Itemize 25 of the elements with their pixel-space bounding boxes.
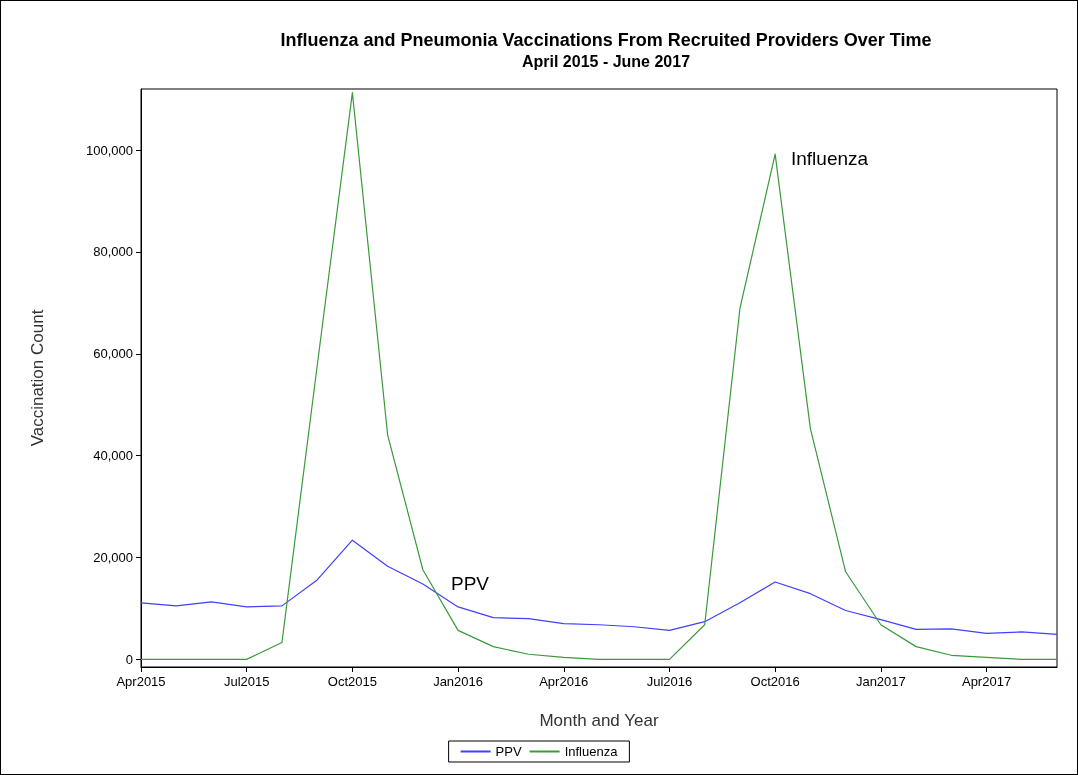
chart-subtitle: April 2015 - June 2017 <box>521 52 691 70</box>
legend-label: PPV <box>495 744 522 759</box>
x-tick-label: Jul2016 <box>646 674 693 689</box>
annotation: Influenza <box>791 147 869 169</box>
legend-label: Influenza <box>564 744 619 759</box>
x-tick-label: Apr2015 <box>116 674 166 689</box>
x-axis-title: Month and Year <box>539 711 659 730</box>
y-tick-label: 20,000 <box>93 550 133 566</box>
x-tick-label: Jul2015 <box>223 674 270 689</box>
annotation: PPV <box>451 572 490 594</box>
y-tick-label: 60,000 <box>93 346 133 362</box>
line-series <box>140 91 1058 660</box>
x-tick-label: Oct2015 <box>327 674 377 689</box>
x-tick-label: Jan2016 <box>433 674 484 689</box>
y-tick-label: 100,000 <box>86 142 133 158</box>
y-tick-label: 80,000 <box>93 244 133 260</box>
x-tick-label: Apr2017 <box>961 674 1012 689</box>
y-axis-title: Vaccination Count <box>28 309 47 447</box>
chart-title: Influenza and Pneumonia Vaccinations From Recruited Providers Over Time <box>280 30 932 50</box>
y-tick-label: 40,000 <box>93 448 133 464</box>
line-series <box>140 539 1058 636</box>
x-tick-label: Oct2016 <box>750 674 800 689</box>
y-tick-label: 0 <box>125 651 133 667</box>
x-tick-label: Apr2016 <box>539 674 589 689</box>
x-tick-label: Jan2017 <box>855 674 906 689</box>
